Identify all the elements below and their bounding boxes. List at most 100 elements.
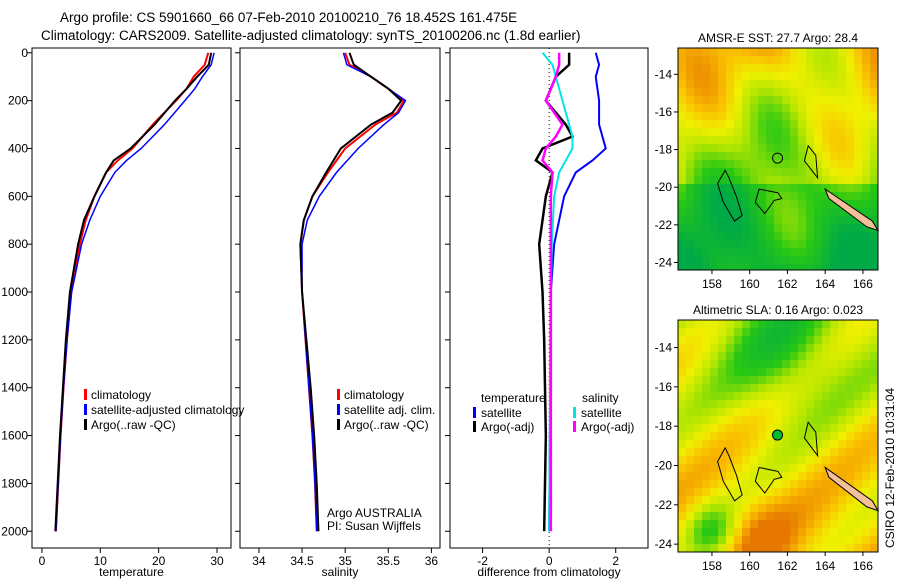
- map-cell: [726, 336, 734, 344]
- land-new-caledonia: [824, 466, 880, 512]
- map-cell: [822, 416, 830, 424]
- map-cell: [694, 208, 702, 216]
- map-cell: [766, 368, 774, 376]
- map-cell: [726, 216, 734, 224]
- map-cell: [710, 320, 718, 328]
- map-cell: [702, 544, 710, 552]
- map-cell: [822, 56, 830, 64]
- map-cell: [678, 496, 686, 504]
- map-cell: [830, 528, 838, 536]
- map-cell: [790, 488, 798, 496]
- map-cell: [838, 88, 846, 96]
- map-cell: [758, 120, 766, 128]
- map-cell: [686, 80, 694, 88]
- map-cell: [718, 328, 726, 336]
- map-cell: [766, 416, 774, 424]
- map-cell: [822, 112, 830, 120]
- map-cell: [846, 56, 854, 64]
- map-cell: [678, 56, 686, 64]
- map-cell: [734, 88, 742, 96]
- map-cell: [806, 344, 814, 352]
- map-cell: [814, 168, 822, 176]
- map-cell: [758, 128, 766, 136]
- map-cell: [710, 536, 718, 544]
- map-cell: [814, 472, 822, 480]
- map-cell: [694, 96, 702, 104]
- map-cell: [806, 472, 814, 480]
- map-cell: [838, 224, 846, 232]
- map-cell: [726, 448, 734, 456]
- y-tick-label: -14: [655, 67, 673, 81]
- map-cell: [870, 128, 878, 136]
- map-cell: [782, 208, 790, 216]
- map-cell: [846, 232, 854, 240]
- map-cell: [686, 368, 694, 376]
- map-cell: [750, 72, 758, 80]
- map-cell: [694, 264, 702, 270]
- map-cell: [678, 240, 686, 248]
- map-cell: [782, 112, 790, 120]
- map-cell: [686, 152, 694, 160]
- map-cell: [694, 88, 702, 96]
- map-cell: [686, 544, 694, 552]
- map-cell: [686, 328, 694, 336]
- map-cell: [686, 336, 694, 344]
- map-cell: [710, 136, 718, 144]
- y-tick-label: -24: [655, 255, 673, 269]
- x-tick-label: 2: [612, 554, 619, 568]
- map-cell: [782, 328, 790, 336]
- map-cell: [702, 408, 710, 416]
- map-cell: [710, 496, 718, 504]
- map-cell: [686, 520, 694, 528]
- map-cell: [750, 512, 758, 520]
- map-cell: [742, 176, 750, 184]
- map-cell: [830, 320, 838, 328]
- map-cell: [702, 488, 710, 496]
- map-cell: [774, 392, 782, 400]
- map-cell: [774, 376, 782, 384]
- map-cell: [726, 360, 734, 368]
- y-tick-label: 1600: [1, 429, 28, 443]
- map-cell: [678, 72, 686, 80]
- map-cell: [702, 392, 710, 400]
- map-cell: [790, 440, 798, 448]
- map-cell: [726, 56, 734, 64]
- map-cell: [798, 216, 806, 224]
- map-cell: [814, 344, 822, 352]
- annotation-text: PI: Susan Wijffels: [327, 519, 421, 533]
- map-cell: [806, 496, 814, 504]
- map-cell: [758, 176, 766, 184]
- map-cell: [686, 488, 694, 496]
- map-cell: [814, 200, 822, 208]
- map-cell: [846, 120, 854, 128]
- map-cell: [854, 232, 862, 240]
- map-cell: [734, 384, 742, 392]
- map-cell: [822, 88, 830, 96]
- map-cell: [774, 360, 782, 368]
- map-cell: [758, 384, 766, 392]
- map-cell: [798, 360, 806, 368]
- map-cell: [862, 344, 870, 352]
- map-cell: [774, 400, 782, 408]
- y-tick-label: -14: [655, 341, 673, 355]
- map-cell: [734, 240, 742, 248]
- map-cell: [806, 320, 814, 328]
- legend-swatch: [84, 404, 87, 415]
- map-cell: [750, 400, 758, 408]
- map-cell: [822, 104, 830, 112]
- y-tick-label: 1400: [1, 381, 28, 395]
- map-cell: [814, 80, 822, 88]
- map-cell: [678, 528, 686, 536]
- x-tick-label: 35: [338, 554, 352, 568]
- map-cell: [806, 408, 814, 416]
- map-cell: [750, 376, 758, 384]
- map-cell: [758, 192, 766, 200]
- map-cell: [710, 400, 718, 408]
- map-cell: [742, 520, 750, 528]
- map-cell: [806, 160, 814, 168]
- bathymetry-contour: [754, 466, 783, 494]
- map-cell: [846, 192, 854, 200]
- map-cell: [846, 336, 854, 344]
- map-cell: [694, 176, 702, 184]
- map-cell: [726, 136, 734, 144]
